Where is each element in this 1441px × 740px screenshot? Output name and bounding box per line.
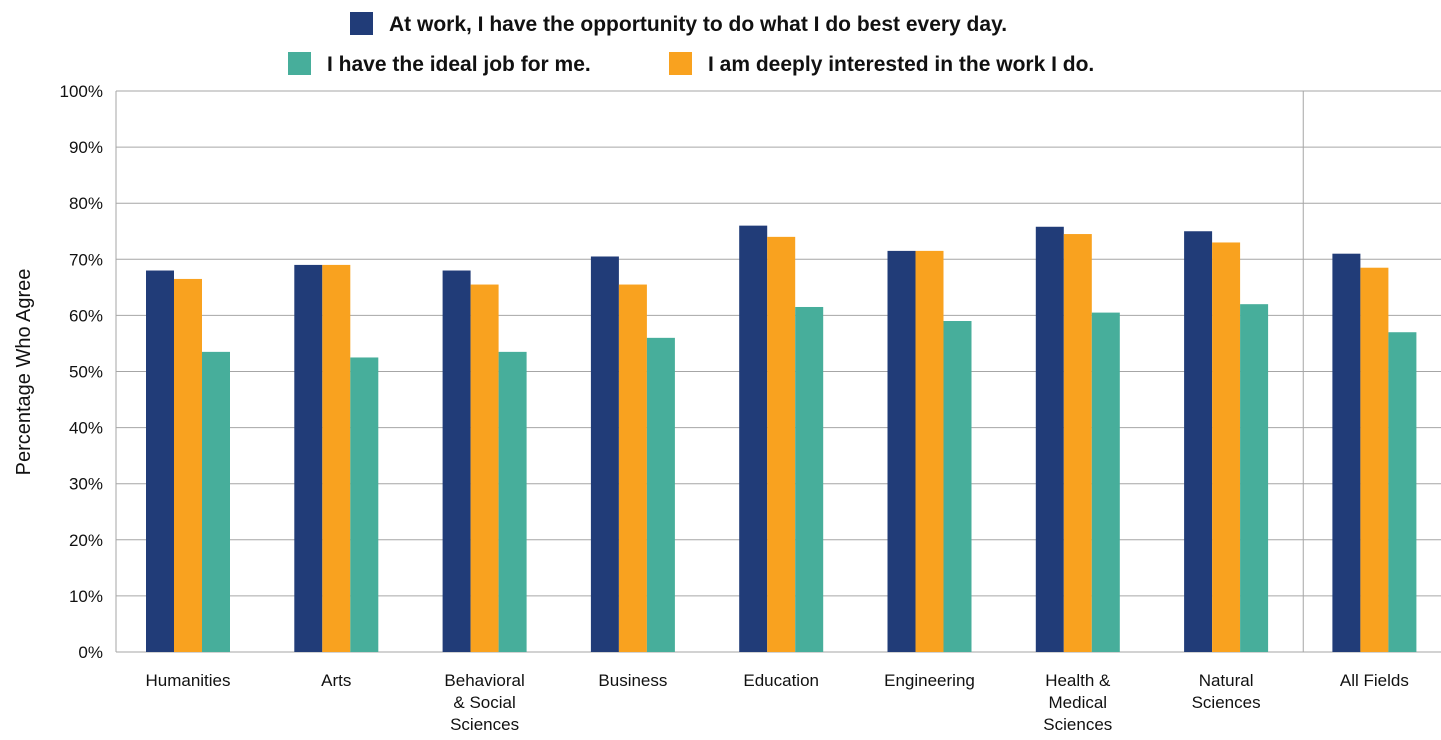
y-tick-label: 40% <box>69 419 103 438</box>
bar <box>767 236 796 653</box>
x-category-label: Natural Sciences <box>1192 671 1261 712</box>
bar <box>1332 253 1361 652</box>
bar <box>174 278 202 652</box>
bars <box>146 225 1417 653</box>
legend-item: I am deeply interested in the work I do. <box>669 52 1094 76</box>
bar <box>442 270 471 652</box>
legend-item: I have the ideal job for me. <box>288 52 591 76</box>
x-category-label: Humanities <box>145 671 230 690</box>
x-category-label: Behavioral & Social Sciences <box>444 671 524 734</box>
y-axis-label: Percentage Who Agree <box>13 269 35 476</box>
bar <box>590 256 619 652</box>
y-tick-label: 30% <box>69 475 103 494</box>
bar <box>470 284 499 652</box>
legend-label: At work, I have the opportunity to do wh… <box>389 13 1007 36</box>
bar <box>294 264 323 652</box>
bar <box>1240 304 1269 652</box>
bar <box>498 351 527 652</box>
bar <box>795 306 824 652</box>
bar <box>887 250 916 652</box>
bar <box>322 264 351 652</box>
y-tick-label: 60% <box>69 306 103 325</box>
bar <box>1360 267 1389 652</box>
bar <box>943 321 972 652</box>
bar <box>350 357 379 652</box>
legend-label: I am deeply interested in the work I do. <box>708 53 1094 76</box>
y-axis-ticks: 0% 10% 20% 30% 40% 50% 60% 70% 80% 90% 100% <box>60 82 103 662</box>
x-category-label: Business <box>598 671 667 690</box>
legend-swatch <box>350 12 373 35</box>
x-axis-categories: Humanities Arts Behavioral & Social Sciences… <box>145 671 1408 734</box>
bar <box>146 270 174 652</box>
legend-swatch <box>669 52 692 75</box>
x-category-label: Education <box>743 671 819 690</box>
bar <box>1091 312 1120 652</box>
y-tick-label: 80% <box>69 194 103 213</box>
legend: At work, I have the opportunity to do wh… <box>288 12 1094 76</box>
x-category-label: Engineering <box>884 671 975 690</box>
bar <box>739 225 768 652</box>
x-category-label: Health & Medical Sciences <box>1043 671 1112 734</box>
legend-swatch <box>288 52 311 75</box>
bar <box>202 351 230 652</box>
bar <box>1212 242 1241 652</box>
bar <box>1063 234 1092 652</box>
y-tick-label: 0% <box>78 643 103 662</box>
legend-label: I have the ideal job for me. <box>327 53 591 76</box>
bar <box>1035 226 1064 652</box>
bar <box>646 337 675 652</box>
bar <box>1184 231 1213 652</box>
y-tick-label: 20% <box>69 531 103 550</box>
y-tick-label: 10% <box>69 587 103 606</box>
bar <box>618 284 647 652</box>
bar <box>915 250 944 652</box>
x-category-label: Arts <box>321 671 351 690</box>
legend-item: At work, I have the opportunity to do wh… <box>350 12 1007 36</box>
y-tick-label: 90% <box>69 138 103 157</box>
x-category-label: All Fields <box>1340 671 1409 690</box>
y-tick-label: 100% <box>60 82 103 101</box>
bar <box>1388 332 1417 652</box>
y-tick-label: 50% <box>69 363 103 382</box>
y-tick-label: 70% <box>69 250 103 269</box>
